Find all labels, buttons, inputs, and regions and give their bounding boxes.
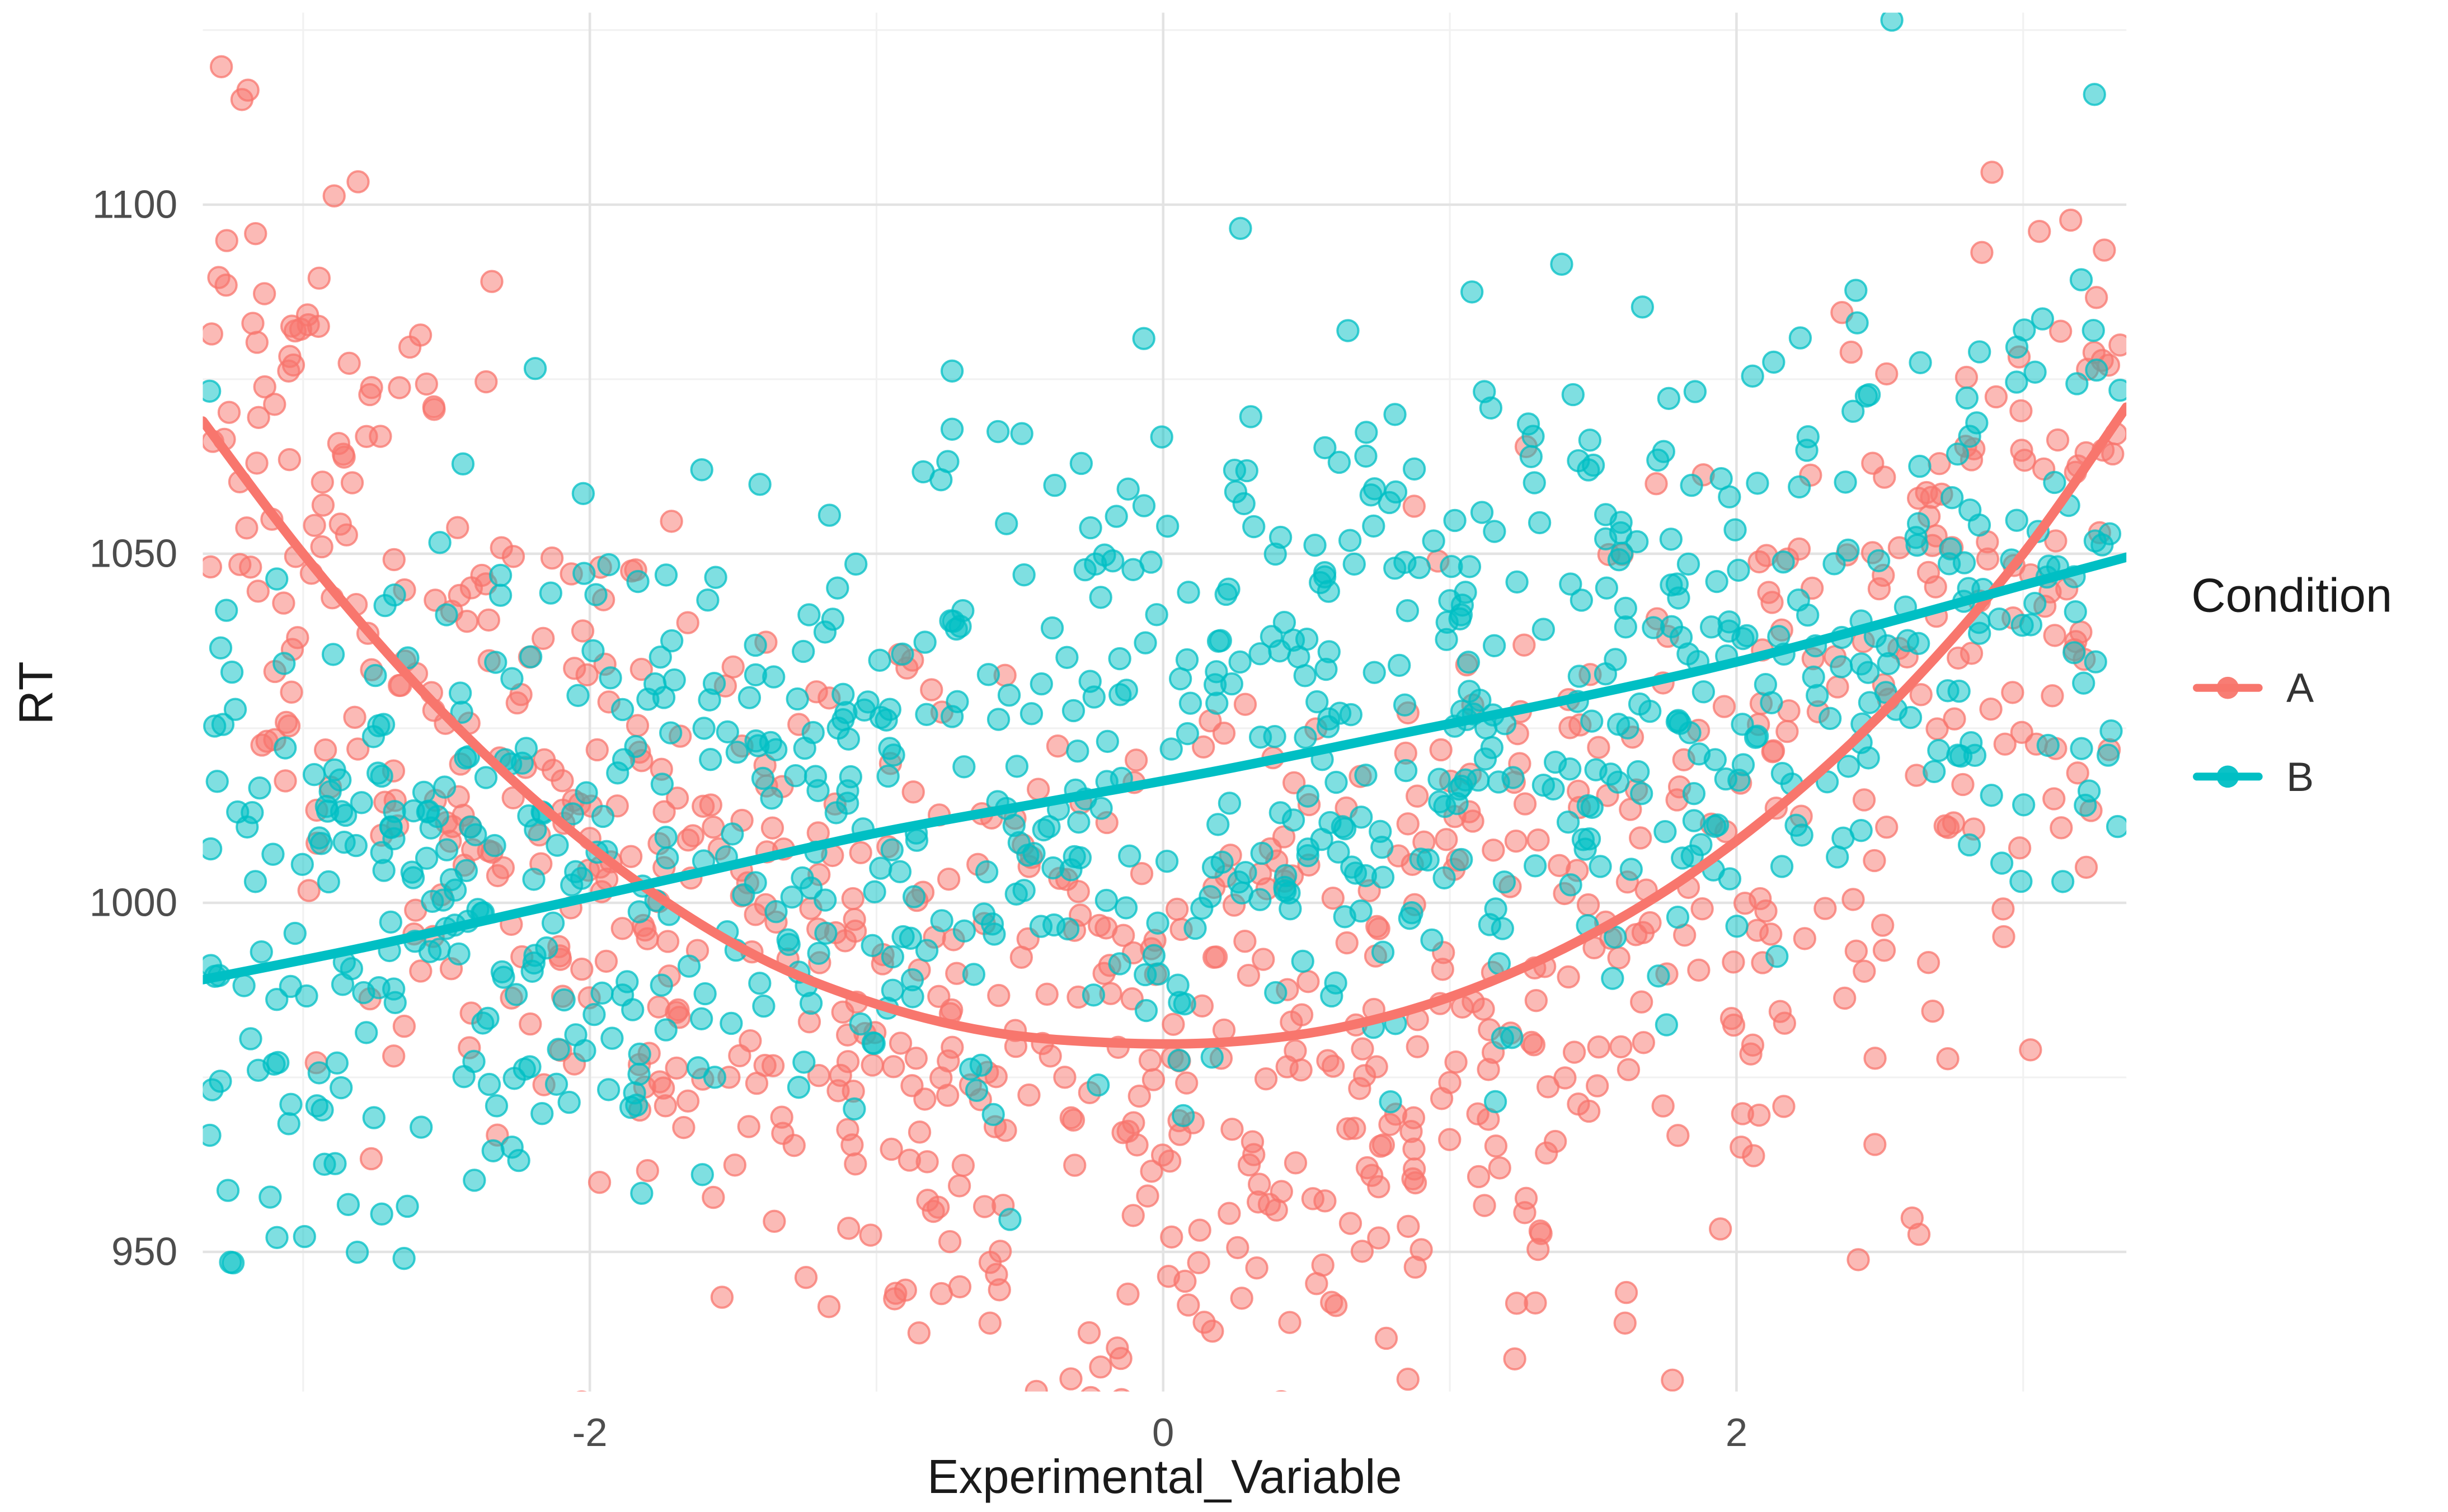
- legend-label-a: A: [2286, 663, 2314, 711]
- legend-key-a: [2191, 656, 2264, 719]
- legend-title: Condition: [2191, 570, 2393, 623]
- svg-text:0: 0: [1152, 1411, 1174, 1455]
- legend-item-b: B: [2191, 745, 2392, 808]
- legend-key-b: [2191, 745, 2264, 808]
- legend-label-b: B: [2286, 752, 2314, 800]
- svg-text:1050: 1050: [90, 531, 177, 576]
- y-axis-title: RT: [11, 660, 64, 725]
- svg-text:2: 2: [1726, 1411, 1747, 1455]
- svg-text:-2: -2: [572, 1411, 608, 1455]
- legend-item-a: A: [2191, 656, 2392, 719]
- svg-text:1000: 1000: [90, 880, 177, 925]
- legend: Condition A B: [2191, 571, 2392, 833]
- svg-text:1100: 1100: [92, 182, 177, 227]
- svg-text:950: 950: [111, 1230, 177, 1274]
- x-axis-title: Experimental_Variable: [927, 1452, 1402, 1504]
- legend-point-icon: [2216, 765, 2239, 788]
- legend-point-icon: [2216, 676, 2239, 699]
